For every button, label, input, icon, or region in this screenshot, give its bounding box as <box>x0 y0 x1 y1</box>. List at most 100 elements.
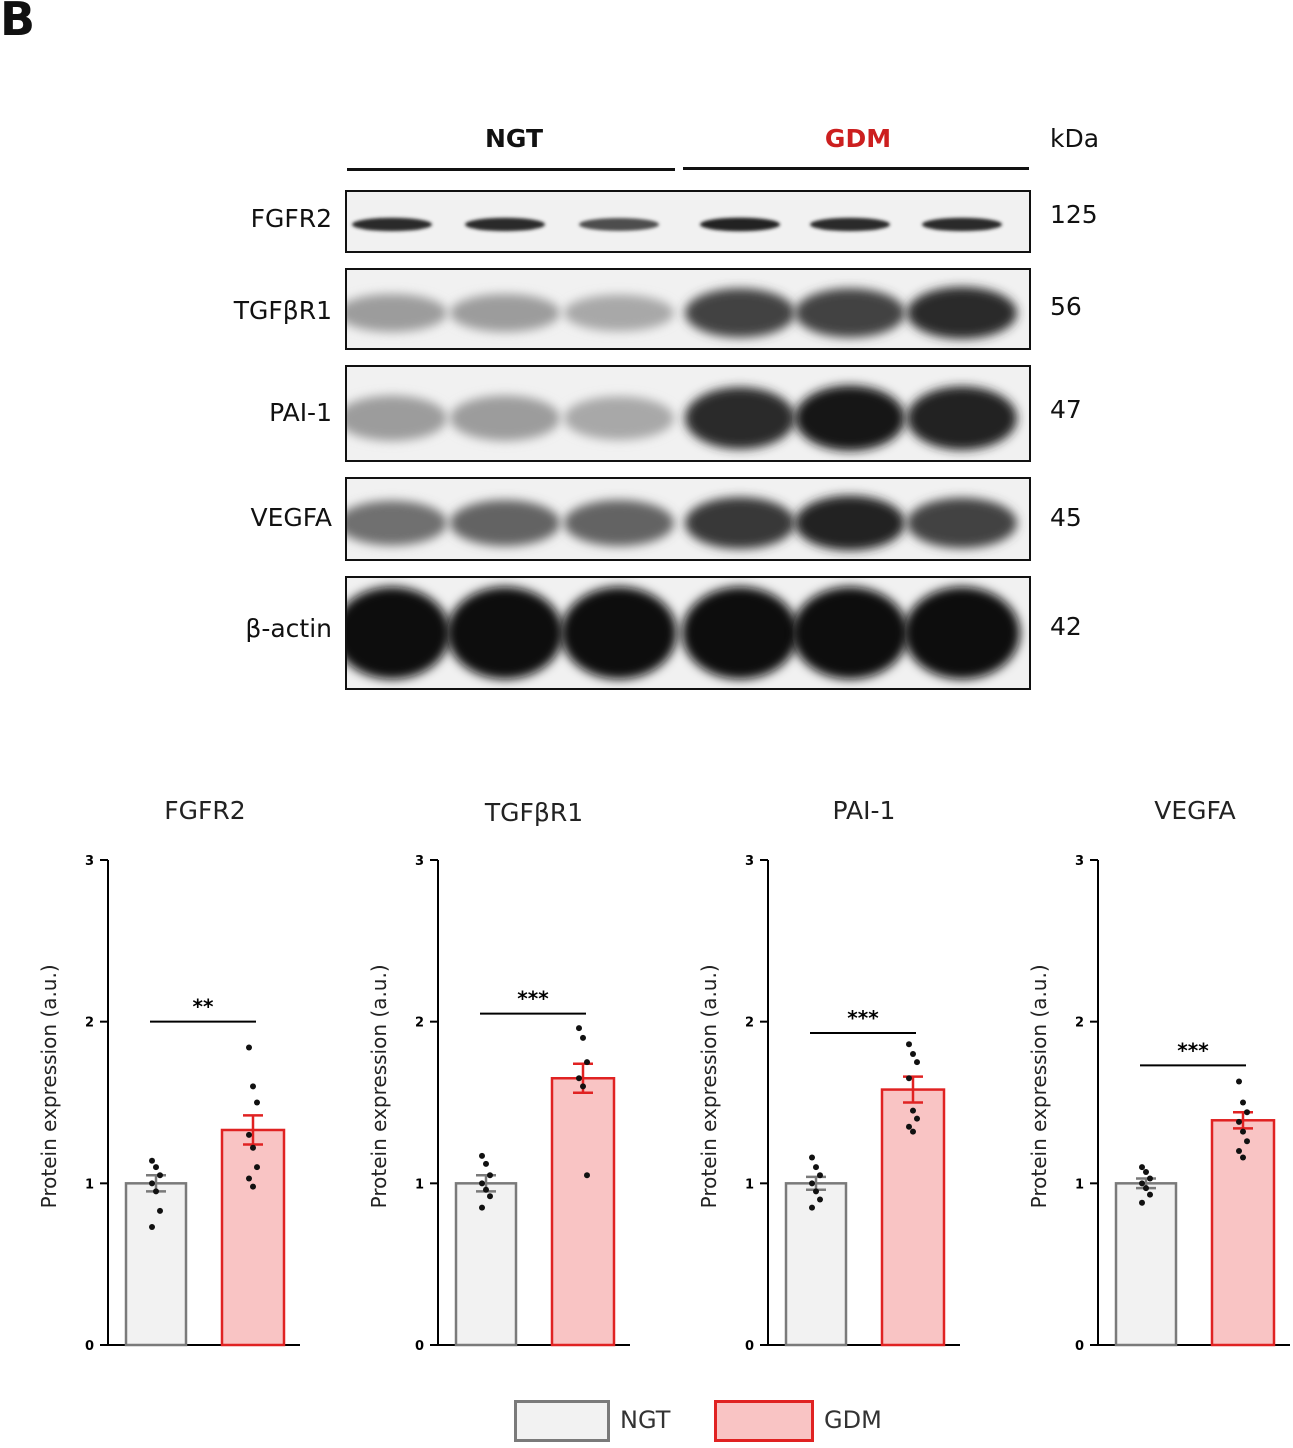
bar-ngt <box>124 1182 188 1347</box>
blot-strip-beta-actin <box>345 576 1031 690</box>
bar-chart-vegfa: Protein expression (a.u.) 0 1 2 3 *** <box>1027 854 1290 1354</box>
data-point-ngt-5 <box>153 1188 159 1195</box>
data-point-ngt-7 <box>1139 1199 1145 1206</box>
blot-band-fgfr2-lane-4 <box>700 217 780 232</box>
data-point-gdm-1 <box>246 1044 252 1051</box>
chart-title-pai1: PAI-1 <box>832 796 896 825</box>
significance-stars: *** <box>1177 1038 1209 1062</box>
data-point-ngt-4 <box>149 1180 155 1187</box>
data-point-ngt-3 <box>487 1172 493 1179</box>
blot-row-label-beta-actin: β-actin <box>245 614 332 643</box>
blot-band-vegfa-lane-2 <box>450 499 560 547</box>
bar-gdm <box>1210 1119 1276 1347</box>
y-tick-label-2: 2 <box>745 1016 754 1031</box>
data-point-ngt-2 <box>1143 1169 1149 1176</box>
significance-stars: *** <box>847 1006 879 1030</box>
data-point-ngt-6 <box>817 1196 823 1203</box>
blot-bands-svg <box>347 578 1029 688</box>
y-tick-label-0: 0 <box>415 1339 424 1354</box>
bar-ngt <box>784 1182 848 1347</box>
data-point-gdm-6 <box>1244 1138 1250 1145</box>
group-label-ngt: NGT <box>484 124 544 153</box>
blot-band-β-actin-lane-6 <box>904 586 1020 680</box>
data-point-ngt-7 <box>149 1223 155 1230</box>
data-point-ngt-4 <box>479 1180 485 1187</box>
y-tick-label-2: 2 <box>415 1016 424 1031</box>
chart-title-tgfbr1: TGFβR1 <box>484 798 584 827</box>
data-point-gdm-1 <box>906 1041 912 1048</box>
blot-band-pai-1-lane-3 <box>564 396 674 440</box>
kda-value-beta-actin: 42 <box>1050 612 1082 641</box>
data-point-ngt-3 <box>1147 1175 1153 1182</box>
group-label-gdm: GDM <box>824 124 892 153</box>
blot-band-pai-1-lane-4 <box>685 387 795 450</box>
y-axis-label: Protein expression (a.u.) <box>367 964 391 1208</box>
blot-band-β-actin-lane-4 <box>682 586 798 680</box>
data-point-gdm-3 <box>914 1059 920 1066</box>
data-point-gdm-1 <box>576 1025 582 1032</box>
data-point-ngt-2 <box>153 1164 159 1171</box>
data-point-ngt-1 <box>479 1152 485 1159</box>
y-axis-label: Protein expression (a.u.) <box>1027 964 1051 1208</box>
kda-value-vegfa: 45 <box>1050 503 1082 532</box>
blot-strip-pai1 <box>345 365 1031 462</box>
y-tick-label-1: 1 <box>745 1177 754 1192</box>
y-axis-label: Protein expression (a.u.) <box>37 964 61 1208</box>
data-point-ngt-6 <box>157 1207 163 1214</box>
y-tick-label-3: 3 <box>415 854 424 869</box>
data-point-gdm-4 <box>906 1075 912 1082</box>
data-point-gdm-6 <box>584 1172 590 1179</box>
blot-band-β-actin-lane-2 <box>447 586 563 680</box>
blot-row-label-pai1: PAI-1 <box>269 398 332 427</box>
blot-bands-svg <box>347 479 1029 559</box>
blot-bands-svg <box>347 192 1029 251</box>
blot-band-β-actin-lane-3 <box>561 586 677 680</box>
data-point-ngt-7 <box>479 1204 485 1211</box>
bar-chart-fgfr2: Protein expression (a.u.) 0 1 2 3 ** <box>37 854 300 1354</box>
y-tick-label-0: 0 <box>85 1339 94 1354</box>
bar-ngt <box>1114 1182 1178 1347</box>
data-point-gdm-2 <box>580 1034 586 1041</box>
y-tick-label-3: 3 <box>745 854 754 869</box>
bar-ngt <box>454 1182 518 1347</box>
data-point-gdm-2 <box>250 1083 256 1090</box>
blot-band-tgfβr1-lane-3 <box>564 294 674 332</box>
blot-row-label-fgfr2: FGFR2 <box>250 204 332 233</box>
y-tick-label-2: 2 <box>85 1016 94 1031</box>
data-point-gdm-8 <box>1240 1154 1246 1161</box>
data-point-ngt-6 <box>1147 1191 1153 1198</box>
data-point-ngt-5 <box>1143 1185 1149 1192</box>
blot-band-vegfa-lane-4 <box>685 497 795 549</box>
blot-row-label-tgfbr1: TGFβR1 <box>233 296 332 325</box>
blot-band-pai-1-lane-6 <box>907 386 1017 450</box>
y-tick-label-1: 1 <box>415 1177 424 1192</box>
data-point-gdm-7 <box>906 1123 912 1130</box>
chart-title-fgfr2: FGFR2 <box>164 796 246 825</box>
blot-band-pai-1-lane-5 <box>795 385 905 451</box>
blot-band-vegfa-lane-6 <box>907 497 1017 549</box>
y-tick-label-0: 0 <box>745 1339 754 1354</box>
data-point-gdm-8 <box>910 1128 916 1135</box>
blot-band-pai-1-lane-2 <box>450 395 560 441</box>
data-point-ngt-4 <box>1139 1180 1145 1187</box>
data-point-gdm-5 <box>580 1083 586 1090</box>
data-point-gdm-3 <box>584 1059 590 1066</box>
data-point-gdm-8 <box>250 1183 256 1190</box>
legend: NGT GDM <box>510 1398 910 1448</box>
blot-band-tgfβr1-lane-6 <box>907 286 1017 339</box>
chart-title-vegfa: VEGFA <box>1154 796 1236 825</box>
data-point-gdm-4 <box>1236 1118 1242 1125</box>
bar-chart-tgfbr1: Protein expression (a.u.) 0 1 2 3 *** <box>367 854 630 1354</box>
bar-chart-pai1: Protein expression (a.u.) 0 1 2 3 *** <box>697 854 960 1354</box>
legend-swatch-ngt <box>514 1400 610 1442</box>
kda-value-tgfbr1: 56 <box>1050 292 1082 321</box>
blot-band-vegfa-lane-5 <box>795 495 905 551</box>
blot-band-tgfβr1-lane-5 <box>795 288 905 338</box>
data-point-ngt-4 <box>809 1180 815 1187</box>
legend-label-ngt: NGT <box>620 1406 671 1434</box>
blot-row-label-vegfa: VEGFA <box>250 503 332 532</box>
data-point-gdm-4 <box>576 1075 582 1082</box>
kda-value-pai1: 47 <box>1050 395 1082 424</box>
group-bar-gdm <box>683 167 1029 170</box>
blot-bands-svg <box>347 270 1029 348</box>
